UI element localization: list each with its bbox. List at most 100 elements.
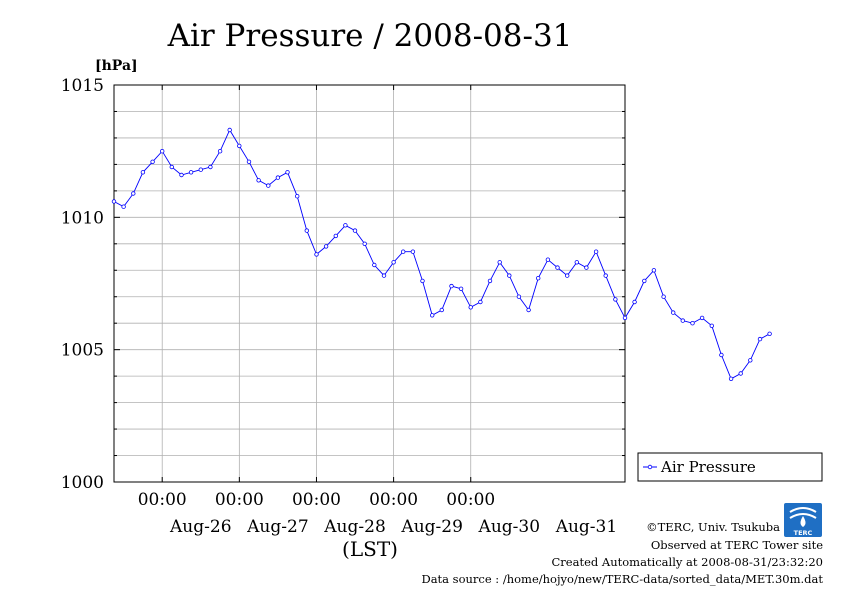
data-point-53 (622, 315, 628, 321)
x-time-label-4: 00:00 (446, 490, 495, 510)
data-point-28 (381, 273, 387, 278)
logo-drop-icon (800, 516, 806, 527)
data-point-66 (748, 358, 753, 363)
data-point-25 (352, 228, 358, 233)
data-point-9 (198, 167, 203, 172)
data-point-33 (430, 313, 435, 318)
footer-source: Data source : /home/hojyo/new/TERC-data/… (421, 572, 823, 586)
x-date-label-4: Aug-30 (478, 517, 540, 537)
data-point-5 (159, 148, 165, 154)
data-point-6 (169, 164, 174, 170)
data-point-48 (574, 260, 579, 265)
x-time-label-3: 00:00 (369, 490, 418, 510)
data-point-54 (632, 299, 637, 305)
data-point-56 (651, 268, 657, 273)
x-tick-labels: 00:00 00:00 00:00 00:00 00:00 Aug-26 Aug-27 Aug… (138, 490, 617, 537)
footer-site: Observed at TERC Tower site (651, 538, 823, 552)
grid (114, 85, 625, 482)
data-point-23 (333, 233, 338, 239)
series-air-pressure (111, 127, 772, 381)
data-point-1 (121, 204, 126, 209)
data-point-67 (757, 336, 763, 342)
logo-text: TERC (794, 529, 813, 537)
data-point-18 (285, 170, 290, 175)
data-point-55 (642, 278, 647, 284)
terc-logo: TERC (784, 503, 822, 537)
logo-wave-icon (789, 507, 817, 519)
data-point-13 (237, 143, 242, 149)
data-point-37 (468, 305, 473, 310)
y-tick-label-0: 1000 (61, 473, 104, 493)
x-axis-label: (LST) (342, 537, 398, 561)
data-point-30 (401, 249, 406, 254)
data-point-26 (362, 241, 367, 246)
data-point-65 (738, 371, 743, 376)
data-point-27 (372, 262, 377, 268)
data-point-14 (246, 159, 252, 164)
data-point-32 (420, 278, 425, 284)
data-point-63 (719, 352, 724, 358)
data-point-50 (593, 249, 599, 254)
data-point-35 (449, 283, 454, 289)
data-point-17 (275, 175, 281, 180)
data-point-62 (709, 323, 714, 328)
x-date-label-5: Aug-31 (555, 517, 617, 537)
data-point-58 (671, 310, 676, 315)
data-point-46 (555, 265, 560, 270)
data-point-57 (661, 294, 666, 299)
data-point-60 (690, 321, 695, 326)
data-point-41 (507, 273, 512, 278)
data-point-20 (304, 228, 309, 233)
data-point-4 (150, 159, 155, 164)
data-point-34 (439, 307, 444, 313)
data-point-42 (516, 294, 522, 299)
y-axis-unit: [hPa] (95, 58, 138, 74)
y-tick-label-3: 1015 (61, 76, 104, 96)
data-point-8 (188, 170, 194, 175)
data-point-52 (613, 297, 618, 302)
x-time-label-2: 00:00 (292, 490, 341, 510)
footer-credit: ©TERC, Univ. Tsukuba (646, 520, 780, 534)
x-date-label-1: Aug-27 (246, 517, 308, 537)
data-point-64 (728, 376, 734, 381)
data-point-49 (584, 265, 589, 270)
axis-ticks (114, 85, 625, 482)
data-point-51 (603, 273, 608, 278)
data-point-24 (343, 223, 348, 228)
data-point-36 (458, 286, 464, 291)
plot-frame (113, 84, 626, 483)
data-point-47 (565, 273, 570, 278)
y-tick-label-1: 1005 (61, 341, 104, 361)
data-point-19 (295, 193, 300, 199)
data-point-7 (179, 172, 184, 178)
chart-title: Air Pressure / 2008-08-31 (167, 18, 573, 54)
footer-created: Created Automatically at 2008-08-31/23:3… (552, 555, 824, 569)
x-date-label-0: Aug-26 (169, 517, 231, 537)
data-point-43 (526, 307, 531, 313)
data-point-10 (208, 164, 213, 170)
y-tick-label-2: 1010 (61, 208, 104, 228)
data-point-15 (256, 178, 261, 183)
data-point-22 (323, 244, 329, 249)
data-point-16 (266, 183, 271, 188)
data-point-31 (410, 249, 416, 254)
data-point-44 (536, 276, 541, 281)
data-point-59 (680, 318, 685, 323)
x-time-label-0: 00:00 (138, 490, 187, 510)
data-point-21 (314, 252, 319, 257)
data-point-29 (391, 260, 396, 265)
x-date-label-3: Aug-29 (400, 517, 462, 537)
x-time-label-1: 00:00 (215, 490, 264, 510)
data-point-40 (497, 260, 502, 265)
data-point-12 (227, 127, 232, 133)
data-point-0 (111, 199, 117, 204)
legend-marker (647, 464, 653, 470)
data-point-39 (487, 278, 493, 284)
legend-box (637, 452, 823, 482)
data-point-3 (140, 170, 146, 175)
data-point-61 (699, 315, 705, 321)
legend: Air Pressure (637, 452, 823, 482)
legend-label: Air Pressure (660, 458, 756, 476)
x-date-label-2: Aug-28 (323, 517, 385, 537)
